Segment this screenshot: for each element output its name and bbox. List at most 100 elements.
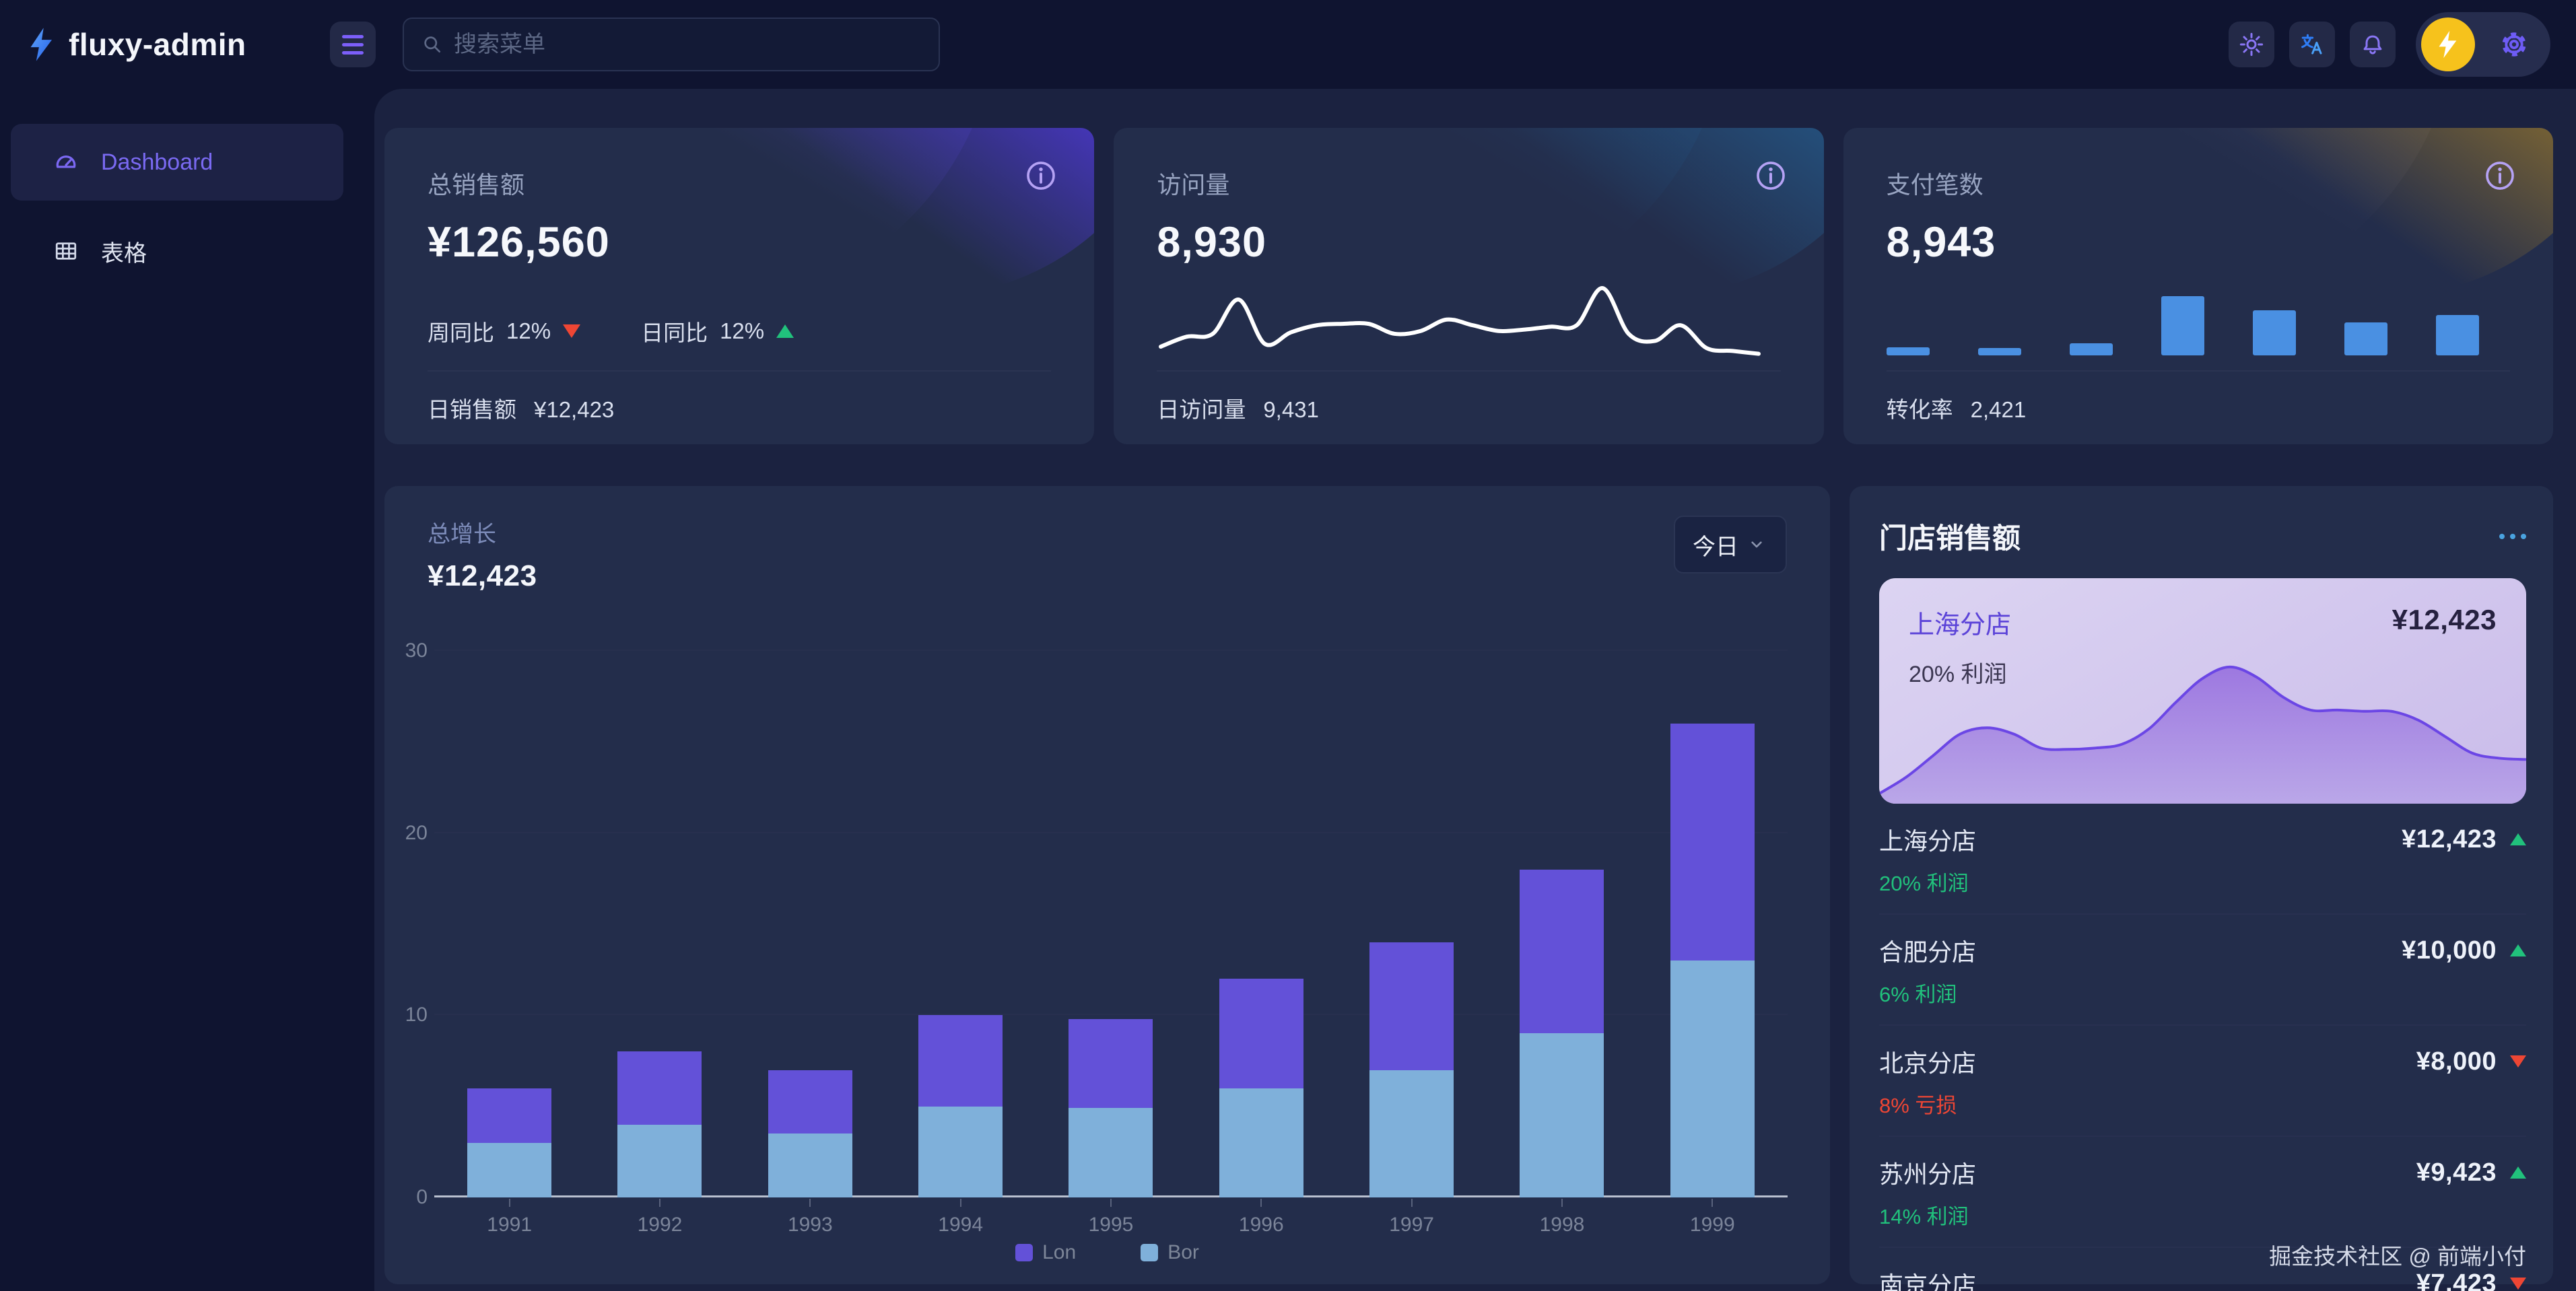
stacked-bar	[1369, 942, 1454, 1197]
stacked-bar	[1219, 979, 1303, 1197]
stacked-bar	[768, 1070, 852, 1197]
card-total-sales: 总销售额 ¥126,560 周同比 12% 日同比 12% 日销售额 ¥12,4…	[384, 128, 1095, 444]
bar-segment-bor	[1520, 1033, 1604, 1197]
stacked-bar	[1069, 1018, 1153, 1197]
bar-group	[1487, 651, 1637, 1197]
bar-segment-bor	[1670, 961, 1755, 1197]
x-axis-category: 1995	[1036, 1199, 1186, 1236]
compare-metrics: 周同比 12% 日同比 12%	[428, 315, 1051, 347]
sidebar: Dashboard 表格	[0, 89, 374, 1291]
bar-segment-lon	[768, 1070, 852, 1134]
trend-down-icon	[2510, 1278, 2526, 1290]
bar-segment-lon	[467, 1088, 552, 1143]
table-icon	[55, 242, 77, 260]
store-value: ¥9,423	[2416, 1158, 2497, 1187]
footer-label: 转化率	[1886, 397, 1953, 422]
legend-item-lon: Lon	[1015, 1241, 1076, 1264]
x-axis-category: 1994	[885, 1199, 1036, 1236]
search-box[interactable]	[403, 18, 940, 71]
store-list-item[interactable]: 合肥分店 ¥10,000 6% 利润	[1879, 915, 2526, 1026]
bar-segment-lon	[918, 1015, 1003, 1107]
store-list-item[interactable]: 苏州分店 ¥9,423 14% 利润	[1879, 1137, 2526, 1248]
stat-cards-row: 总销售额 ¥126,560 周同比 12% 日同比 12% 日销售额 ¥12,4…	[384, 128, 2553, 444]
date-range-value: 今日	[1693, 534, 1738, 560]
store-name: 苏州分店	[1879, 1160, 1977, 1188]
divider	[1157, 370, 1781, 372]
info-icon[interactable]	[1021, 156, 1060, 197]
axis-tick	[658, 1199, 660, 1207]
card-payments: 支付笔数 8,943 转化率 2,421	[1843, 128, 2553, 444]
translate-icon	[2301, 34, 2322, 55]
payments-mini-bar-chart	[1886, 293, 2479, 355]
bar-group	[434, 651, 584, 1197]
bars	[434, 651, 1788, 1197]
bar-segment-bor	[617, 1124, 702, 1197]
bar-group	[885, 651, 1036, 1197]
info-icon[interactable]	[1751, 156, 1790, 197]
axis-tick	[1711, 1199, 1714, 1207]
info-icon[interactable]	[2480, 156, 2519, 197]
theme-toggle-button[interactable]	[2229, 22, 2274, 67]
bar-segment-bor	[918, 1106, 1003, 1197]
footer-label: 日销售额	[428, 397, 516, 422]
chevron-down-icon	[1751, 541, 1762, 548]
store-value: ¥10,000	[2402, 936, 2497, 965]
store-list-item[interactable]: 上海分店 ¥12,423 20% 利润	[1879, 804, 2526, 915]
sidebar-item-dashboard[interactable]: Dashboard	[11, 124, 343, 201]
store-area-chart	[1879, 665, 2526, 804]
more-options-icon[interactable]	[2499, 527, 2526, 546]
hamburger-icon	[342, 34, 364, 55]
store-note: 6% 利润	[1879, 983, 1957, 1006]
search-input[interactable]	[454, 31, 922, 58]
metric-label: 日同比	[641, 320, 708, 345]
notifications-button[interactable]	[2350, 22, 2396, 67]
stacked-bar-plot	[434, 650, 1788, 1197]
bar-segment-bor	[467, 1142, 552, 1197]
bar-segment-lon	[1069, 1018, 1153, 1109]
x-tick-label: 1994	[938, 1214, 984, 1236]
bar-segment-lon	[1670, 724, 1755, 961]
mini-bar	[2344, 322, 2387, 355]
store-value: ¥12,423	[2402, 825, 2497, 853]
date-range-select[interactable]: 今日	[1674, 516, 1787, 573]
card-value: 8,930	[1157, 219, 1266, 266]
bar-segment-bor	[1069, 1108, 1153, 1197]
sidebar-item-label: Dashboard	[101, 149, 213, 175]
sidebar-item-table[interactable]: 表格	[11, 213, 343, 289]
brand-lightning-icon	[30, 28, 53, 61]
user-pill	[2416, 12, 2550, 77]
x-tick-label: 1995	[1088, 1214, 1134, 1236]
chart-legend: Lon Bor	[384, 1241, 1830, 1264]
bar-segment-bor	[768, 1133, 852, 1197]
y-tick-label: 10	[405, 1004, 428, 1026]
bar-group	[1036, 651, 1186, 1197]
bar-segment-bor	[1369, 1070, 1454, 1197]
divider	[428, 370, 1052, 372]
settings-button[interactable]	[2498, 28, 2530, 61]
user-avatar[interactable]	[2421, 18, 2475, 71]
bar-group	[1637, 651, 1788, 1197]
y-tick-label: 0	[416, 1186, 428, 1208]
store-list-item[interactable]: 南京分店 ¥7,423 6% 亏损	[1879, 1248, 2526, 1291]
main-content: 总销售额 ¥126,560 周同比 12% 日同比 12% 日销售额 ¥12,4…	[374, 89, 2576, 1291]
avatar-lightning-icon	[2439, 30, 2457, 59]
store-value: ¥8,000	[2416, 1047, 2497, 1076]
search-icon	[424, 36, 441, 53]
store-list-item[interactable]: 北京分店 ¥8,000 8% 亏损	[1879, 1026, 2526, 1137]
store-name: 合肥分店	[1879, 938, 1977, 966]
x-tick-label: 1992	[637, 1214, 683, 1236]
bell-icon	[2363, 35, 2382, 55]
footer-label: 日访问量	[1157, 397, 1246, 422]
card-value: 8,943	[1886, 219, 1996, 266]
bar-group	[584, 651, 735, 1197]
store-name: 上海分店	[1879, 827, 1977, 855]
menu-toggle-button[interactable]	[330, 22, 376, 67]
highlight-store-value: ¥12,423	[2392, 604, 2497, 635]
gridline	[434, 1014, 1788, 1016]
language-switch-button[interactable]	[2289, 22, 2335, 67]
divider	[1886, 370, 2510, 372]
growth-value: ¥12,423	[428, 559, 537, 592]
axis-tick	[1561, 1199, 1563, 1207]
legend-swatch	[1015, 1244, 1033, 1261]
